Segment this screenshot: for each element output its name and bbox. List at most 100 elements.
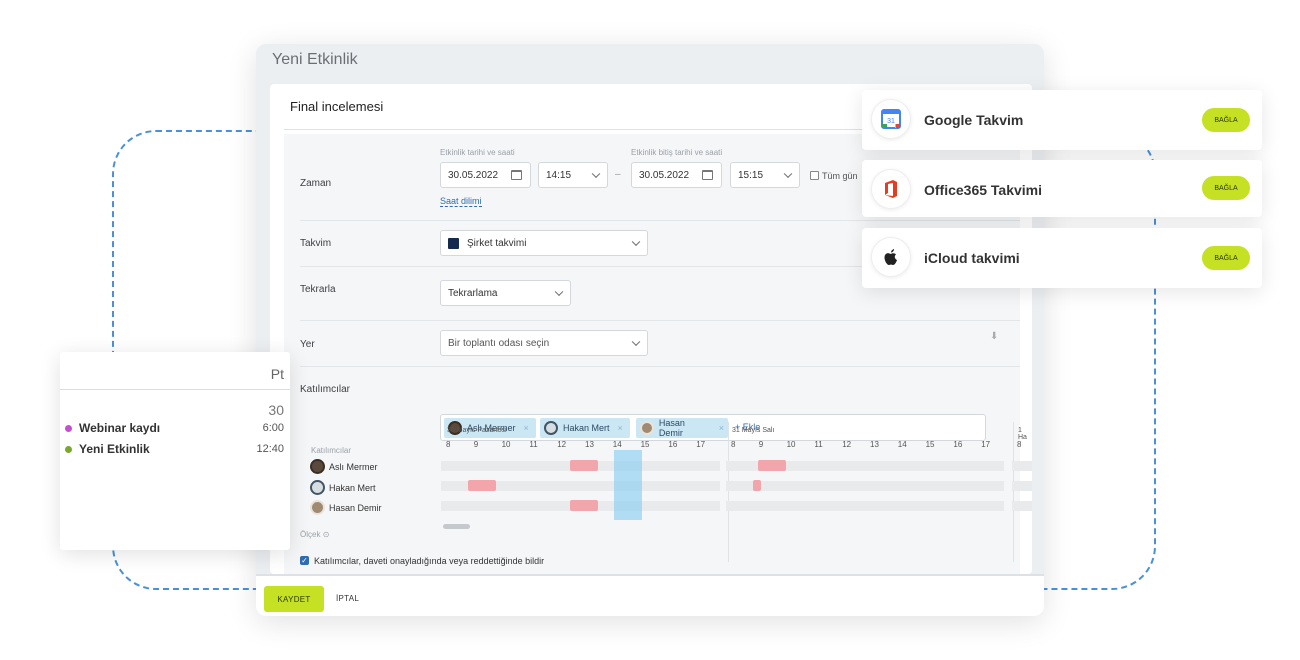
remove-icon[interactable]: × <box>523 423 529 433</box>
modal-footer: KAYDET İPTAL <box>256 574 1044 616</box>
timeline-hour-label: 8 <box>446 440 451 449</box>
cancel-button[interactable]: İPTAL <box>336 594 360 603</box>
repeat-row-label: Tekrarla <box>300 284 336 295</box>
save-button[interactable]: KAYDET <box>264 586 324 612</box>
timeline-hour-label: 17 <box>981 440 991 449</box>
calendar-row-label: Takvim <box>300 238 332 249</box>
availability-row <box>441 481 720 491</box>
remove-icon[interactable]: × <box>617 423 623 433</box>
office365-icon <box>871 169 911 209</box>
timeline-hour-label: 17 <box>696 440 706 449</box>
timeline-hour-label: 10 <box>786 440 796 449</box>
start-date-field[interactable]: 30.05.2022 <box>440 162 531 188</box>
calendar-select[interactable]: Şirket takvimi <box>440 230 648 256</box>
chevron-down-icon <box>783 169 793 179</box>
scale-label-text: Ölçek <box>300 530 321 539</box>
event-color-dot <box>65 445 72 453</box>
integration-card-office365: Office365 Takvimi BAĞLA <box>862 160 1262 217</box>
timeline-hour-label: 12 <box>842 440 852 449</box>
timeline-day-label: 30 Mayıs Pazartesi <box>447 427 507 434</box>
google-calendar-icon: 31 <box>871 99 911 139</box>
timeline-hour-label: 15 <box>640 440 650 449</box>
timeline-participant: Hakan Mert <box>310 480 376 495</box>
calendar-icon <box>702 170 713 180</box>
modal-title: Yeni Etkinlik <box>272 51 358 68</box>
day-divider <box>728 422 729 562</box>
time-row-label: Zaman <box>300 178 332 189</box>
busy-block <box>570 460 598 471</box>
event-time: 6:00 <box>262 422 284 434</box>
row-divider <box>300 220 1020 221</box>
end-time-value: 15:15 <box>738 169 764 181</box>
chevron-down-icon <box>631 237 641 247</box>
mini-calendar-card: Pt 30 Webinar kaydı 6:00 Yeni Etkinlik 1… <box>60 352 290 550</box>
event-name-underline <box>284 129 1018 130</box>
timeline-scrollbar[interactable] <box>443 524 470 529</box>
header-divider <box>60 389 290 390</box>
avatar <box>310 500 325 515</box>
integration-card-google: 31 Google Takvim BAĞLA <box>862 90 1262 150</box>
busy-block <box>758 460 786 471</box>
start-time-value: 14:15 <box>546 169 572 181</box>
integration-name: iCloud takvimi <box>924 250 1020 266</box>
remove-icon[interactable]: × <box>718 423 724 433</box>
timezone-link[interactable]: Saat dilimi <box>440 196 482 207</box>
chevron-down-icon <box>554 287 564 297</box>
pin-icon[interactable]: ⬇ <box>990 331 999 342</box>
avatar <box>310 459 325 474</box>
attendee-chip[interactable]: Aslı Mermer × <box>444 418 536 438</box>
event-color-dot <box>65 424 72 432</box>
timeline-day-label: 31 Mayıs Salı <box>732 427 775 434</box>
attendee-chip[interactable]: Hasan Demir × <box>636 418 728 438</box>
avatar <box>310 480 325 495</box>
chevron-down-icon <box>631 337 641 347</box>
timeline-hour-label: 11 <box>814 440 823 449</box>
attendees-input[interactable]: Aslı Mermer × Hakan Mert × Hasan Demir ×… <box>440 414 986 441</box>
row-divider <box>300 366 1020 367</box>
availability-row <box>726 501 1004 511</box>
avatar <box>448 421 462 435</box>
notify-label: Katılımcılar, daveti onayladığında veya … <box>314 556 545 566</box>
integration-name: Office365 Takvimi <box>924 182 1043 198</box>
connect-button[interactable]: BAĞLA <box>1202 108 1250 132</box>
attendee-chip-name: Aslı Mermer <box>467 423 516 433</box>
start-time-select[interactable]: 14:15 <box>538 162 608 188</box>
attendees-row-label: Katılımcılar <box>300 384 351 395</box>
repeat-select-value: Tekrarlama <box>448 287 498 299</box>
event-title: Webinar kaydı <box>79 421 161 435</box>
notify-checkbox[interactable]: ✓ <box>300 556 309 565</box>
chevron-down-icon <box>591 169 601 179</box>
location-select[interactable]: Bir toplantı odası seçin <box>440 330 648 356</box>
timeline-hour-label: 12 <box>557 440 567 449</box>
timeline-hour-label: 8 <box>1017 440 1022 449</box>
time-range-separator: – <box>615 169 621 180</box>
all-day-checkbox[interactable] <box>810 171 819 180</box>
timeline-hour-label: 15 <box>925 440 935 449</box>
end-datetime-label: Etkinlik bitiş tarihi ve saati <box>631 148 723 157</box>
attendee-chip[interactable]: Hakan Mert × <box>540 418 630 438</box>
attendee-chip-name: Hasan Demir <box>658 418 685 438</box>
connect-button[interactable]: BAĞLA <box>1202 246 1250 270</box>
avatar <box>640 421 654 435</box>
calendar-event[interactable]: Webinar kaydı 6:00 <box>65 421 284 435</box>
event-name-input[interactable]: Final incelemesi <box>290 99 384 114</box>
connect-button[interactable]: BAĞLA <box>1202 176 1250 200</box>
scale-label: Ölçek ⊙ <box>300 530 329 539</box>
start-date-value: 30.05.2022 <box>448 169 499 181</box>
calendar-event[interactable]: Yeni Etkinlik 12:40 <box>65 442 284 456</box>
all-day-label: Tüm gün <box>822 171 858 181</box>
timeline-participant: Aslı Mermer <box>310 459 378 474</box>
end-date-field[interactable]: 30.05.2022 <box>631 162 722 188</box>
timeline-day-label: 1 Ha <box>1018 427 1027 441</box>
location-placeholder: Bir toplantı odası seçin <box>448 337 550 349</box>
day-header: Pt <box>270 366 284 382</box>
add-attendee-link[interactable]: + Ekle <box>735 422 761 432</box>
avatar <box>544 421 558 435</box>
repeat-select[interactable]: Tekrarlama <box>440 280 571 306</box>
event-title: Yeni Etkinlik <box>79 442 150 456</box>
integration-card-icloud: iCloud takvimi BAĞLA <box>862 228 1262 288</box>
new-event-modal: Yeni Etkinlik Final incelemesi Zaman Etk… <box>256 44 1044 616</box>
calendar-color-swatch <box>448 237 459 249</box>
end-time-select[interactable]: 15:15 <box>730 162 800 188</box>
selected-time-range[interactable] <box>614 450 642 520</box>
